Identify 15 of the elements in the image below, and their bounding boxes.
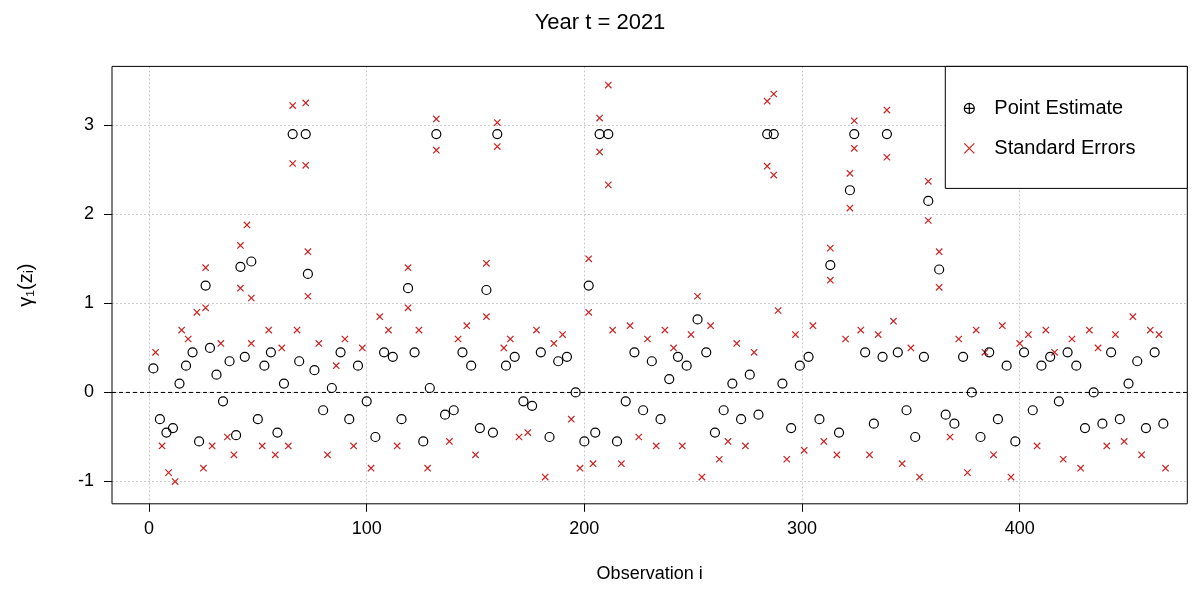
x-tick-label: 0: [144, 517, 155, 538]
y-tick-label: 2: [83, 203, 94, 224]
x-tick-label: 100: [351, 517, 382, 538]
x-tick-label: 400: [1004, 517, 1035, 538]
y-tick-label: 1: [83, 292, 94, 313]
y-tick-label: -1: [77, 470, 94, 491]
y-tick-label: 0: [83, 381, 94, 402]
legend-label: Standard Errors: [994, 135, 1136, 158]
y-axis-title: γ₁(zᵢ): [13, 263, 36, 307]
x-tick-label: 300: [787, 517, 818, 538]
x-tick-label: 200: [569, 517, 600, 538]
legend-label: Point Estimate: [994, 95, 1124, 118]
chart-title: Year t = 2021: [534, 9, 666, 35]
y-tick-label: 3: [83, 114, 94, 135]
x-axis-title: Observation i: [596, 563, 703, 584]
